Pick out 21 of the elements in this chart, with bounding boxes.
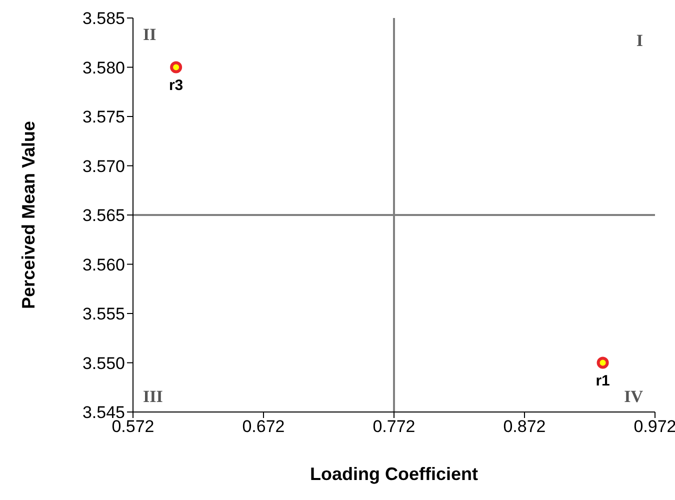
x-tick-label: 0.872 bbox=[503, 417, 546, 436]
y-tick-label: 3.550 bbox=[82, 354, 125, 373]
x-axis-title: Loading Coefficient bbox=[310, 464, 478, 484]
y-tick-label: 3.565 bbox=[82, 206, 125, 226]
x-tick-label: 0.572 bbox=[112, 417, 154, 436]
x-tick-label: 0.672 bbox=[242, 417, 285, 436]
annotation: II bbox=[143, 25, 157, 44]
annotation: III bbox=[143, 387, 164, 406]
y-tick-label: 3.560 bbox=[82, 255, 125, 274]
x-tick-label: 0.972 bbox=[634, 417, 675, 436]
x-tick-label: 0.772 bbox=[372, 417, 416, 436]
annotation: r3 bbox=[168, 76, 184, 94]
annotation: r1 bbox=[596, 372, 610, 390]
y-tick-label: 3.580 bbox=[82, 58, 125, 78]
annotation: I bbox=[636, 31, 644, 50]
y-tick-label: 3.575 bbox=[82, 108, 125, 127]
y-tick-label: 3.555 bbox=[82, 304, 125, 324]
annotation: IV bbox=[624, 387, 644, 406]
y-tick-label: 3.585 bbox=[82, 9, 125, 28]
y-tick-label: 3.570 bbox=[82, 156, 125, 176]
y-axis-title: Perceived Mean Value bbox=[18, 120, 38, 310]
